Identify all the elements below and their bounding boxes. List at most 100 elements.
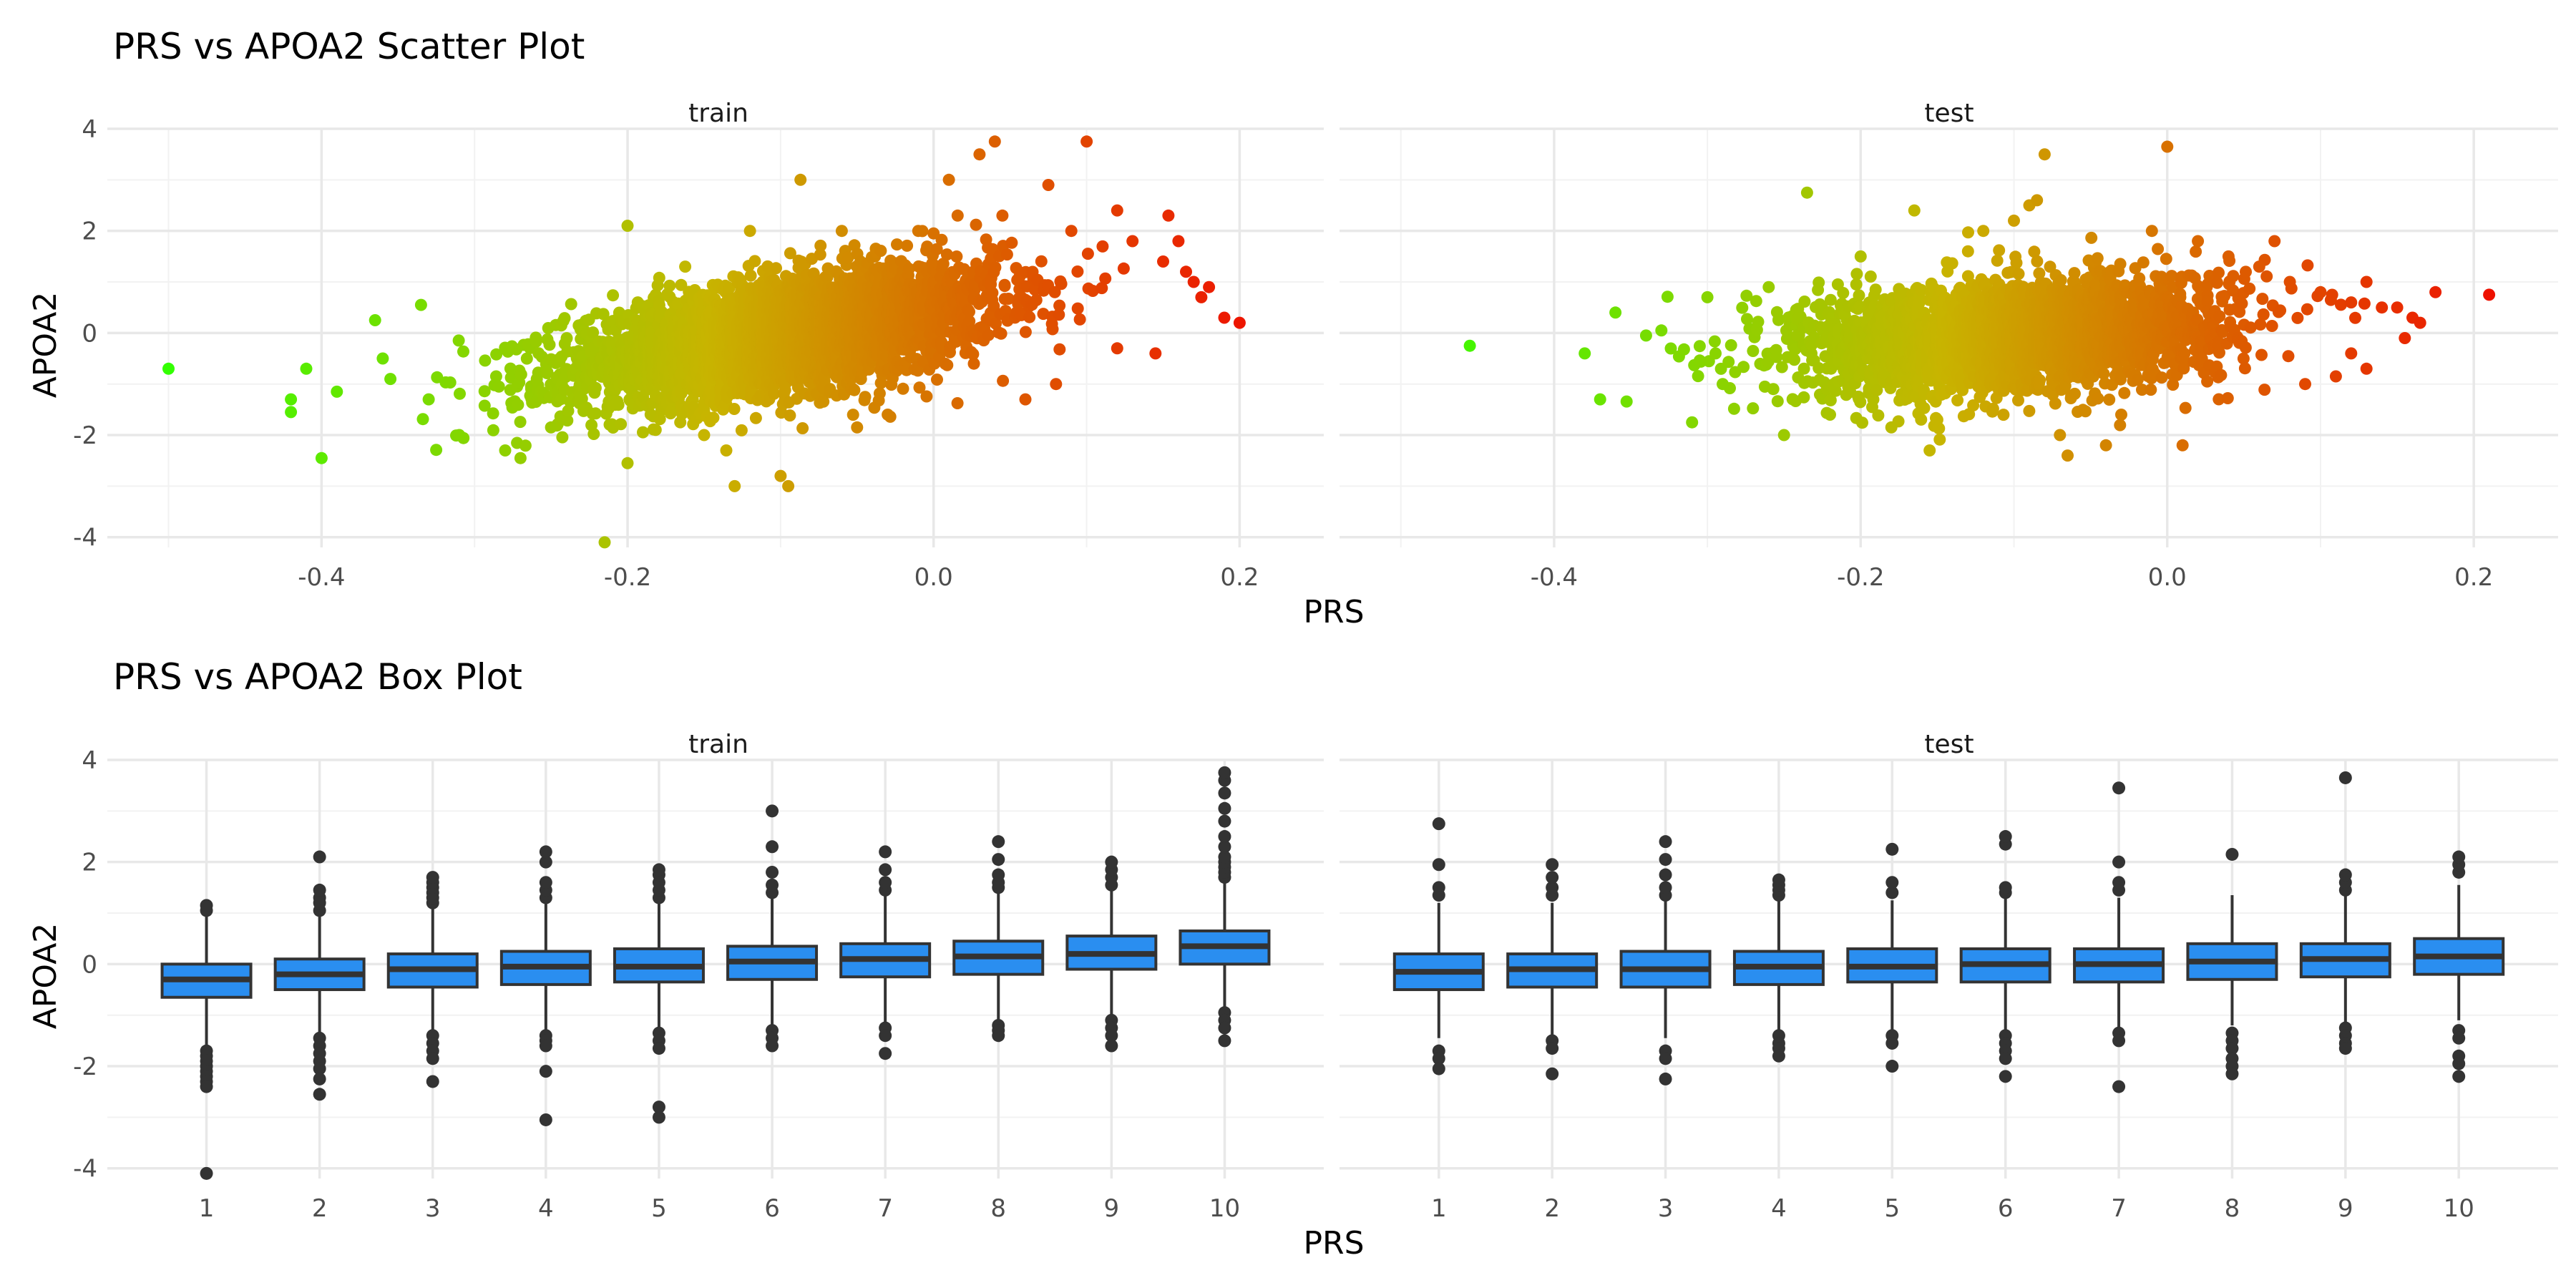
scatter-point	[743, 225, 756, 238]
scatter-point	[612, 399, 625, 411]
scatter-point	[621, 457, 634, 469]
scatter-point	[748, 255, 761, 268]
scatter-point	[1856, 416, 1868, 429]
scatter-point	[931, 374, 943, 386]
scatter-point	[995, 327, 1008, 340]
scatter-point	[575, 392, 588, 405]
scatter-point	[1997, 409, 2010, 421]
scatter-point	[1096, 240, 1109, 253]
scatter-point	[597, 308, 610, 321]
scatter-point	[1162, 209, 1175, 222]
scatter-point	[1918, 401, 1931, 414]
scatter-point	[1692, 370, 1704, 383]
scatter-point	[707, 411, 720, 424]
scatter-point	[1081, 248, 1094, 260]
scatter-point	[331, 385, 343, 398]
scatter-point	[1149, 347, 1162, 360]
scatter-point	[1724, 339, 1737, 351]
scatter-point	[162, 362, 175, 375]
scatter-point	[1727, 402, 1740, 415]
scatter-point	[1111, 204, 1123, 217]
scatter-point	[996, 209, 1009, 222]
scatter-point	[794, 173, 807, 186]
scatter-strip-test: test	[1924, 99, 1974, 128]
scatter-point	[1797, 391, 1810, 404]
scatter-point	[1065, 225, 1078, 238]
scatter-point	[1117, 262, 1130, 275]
scatter-panel-train	[107, 127, 1324, 549]
scatter-point	[1187, 275, 1200, 288]
scatter-point	[1080, 135, 1093, 148]
scatter-point	[1019, 393, 1032, 406]
scatter-point	[1195, 291, 1208, 303]
scatter-point	[514, 416, 527, 429]
scatter-point	[414, 298, 427, 311]
scatter-point	[649, 424, 662, 436]
scatter-point	[1053, 299, 1066, 312]
scatter-point	[1005, 236, 1018, 249]
scatter-point	[1042, 179, 1055, 191]
scatter-point	[988, 135, 1001, 148]
scatter-point	[882, 409, 894, 421]
scatter-point	[1798, 296, 1811, 308]
scatter-point	[457, 345, 469, 358]
scatter-point	[315, 452, 328, 464]
scatter-point	[941, 358, 954, 371]
scatter-point	[1053, 343, 1066, 356]
scatter-point	[1000, 248, 1013, 261]
scatter-point	[512, 399, 525, 411]
scatter-point	[1203, 280, 1216, 293]
scatter-point	[479, 354, 492, 367]
scatter-point	[982, 328, 995, 341]
scatter-point	[514, 452, 527, 464]
scatter-point	[487, 424, 499, 436]
scatter-point	[728, 479, 741, 492]
scatter-point	[492, 380, 505, 393]
scatter-point	[1071, 265, 1084, 278]
scatter-point	[637, 426, 649, 439]
scatter-point	[587, 326, 600, 339]
scatter-point	[998, 280, 1011, 293]
scatter-point	[1046, 323, 1059, 336]
scatter-point	[1180, 265, 1192, 278]
scatter-point	[920, 390, 933, 403]
scatter-point	[478, 399, 491, 412]
scatter-point	[927, 227, 940, 240]
scatter-point	[1620, 395, 1633, 408]
scatter-point	[561, 414, 574, 427]
scatter-point	[1747, 345, 1760, 357]
scatter-point	[453, 429, 466, 441]
scatter-point	[1111, 342, 1123, 355]
scatter-point	[598, 536, 611, 549]
scatter-point	[796, 422, 809, 434]
scatter-point	[912, 225, 924, 238]
scatter-point	[1050, 378, 1063, 391]
scatter-point	[1767, 383, 1780, 396]
scatter-point	[376, 352, 389, 365]
scatter-point	[679, 260, 692, 273]
scatter-point	[1218, 311, 1231, 324]
scatter-point	[430, 444, 443, 457]
scatter-point	[1993, 244, 2006, 257]
scatter-point	[1991, 254, 2004, 267]
scatter-point	[499, 444, 512, 457]
scatter-point	[543, 338, 556, 351]
scatter-point	[1946, 257, 1958, 270]
scatter-point	[1693, 340, 1706, 353]
scatter-point	[541, 366, 554, 379]
scatter-point	[589, 381, 602, 394]
scatter-panel-test	[1340, 127, 2558, 547]
scatter-point	[478, 385, 491, 398]
scatter-point	[986, 286, 999, 299]
scatter-point	[967, 357, 980, 370]
scatter-point	[1933, 433, 1946, 446]
scatter-point	[951, 209, 964, 222]
scatter-point	[835, 225, 848, 238]
scatter-point	[950, 250, 963, 263]
scatter-point	[1055, 278, 1068, 291]
scatter-point	[422, 393, 435, 406]
scatter-point	[416, 413, 429, 426]
scatter-point	[847, 409, 859, 421]
scatter-point	[565, 298, 577, 311]
scatter-point	[1750, 295, 1762, 308]
